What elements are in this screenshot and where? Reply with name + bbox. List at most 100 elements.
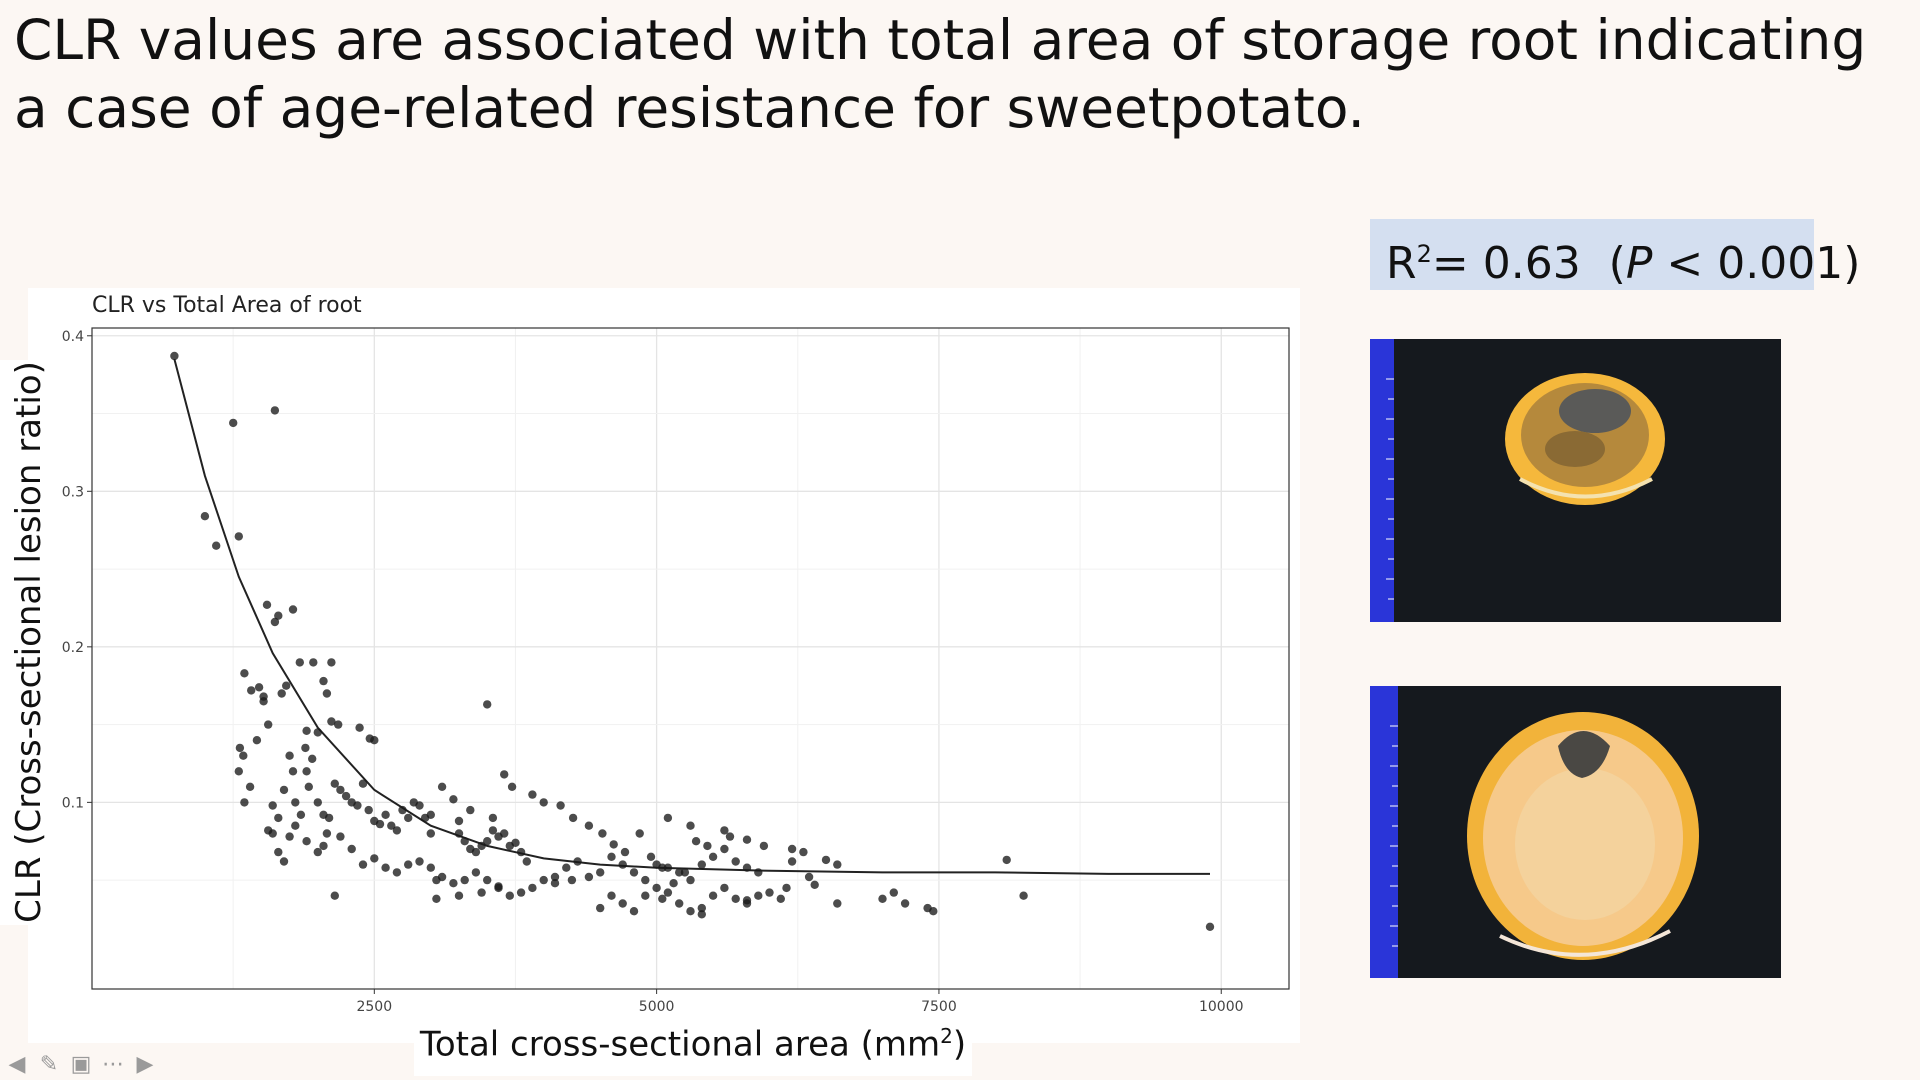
slides-icon[interactable]: ▣ [70,1051,92,1077]
data-point [449,795,458,804]
arrow-right-icon[interactable]: ▶ [136,1051,154,1077]
data-point [291,798,300,807]
data-point [641,875,650,885]
chart-title: CLR vs Total Area of root [92,293,362,318]
data-point [929,907,938,916]
data-point [663,888,673,897]
data-point [304,782,313,791]
x-tick-label: 7500 [921,999,957,1015]
data-point [291,821,300,830]
arrow-left-icon[interactable]: ◀ [8,1051,26,1077]
pen-icon[interactable]: ✎ [39,1051,59,1077]
data-point [370,854,379,863]
data-point [833,860,842,869]
data-point [301,743,310,753]
slide-title: CLR values are associated with total are… [14,8,1867,140]
data-point [319,676,328,686]
x-tick-label: 10000 [1199,999,1244,1015]
data-point [804,872,814,882]
data-point [322,689,332,698]
data-point [720,826,729,835]
data-point [170,351,179,361]
data-point [454,816,464,826]
data-point [285,832,294,841]
data-point [295,658,304,667]
data-point [708,852,718,861]
data-point [432,894,441,903]
r-exponent: 2 [1416,240,1432,268]
data-point [833,899,842,908]
data-point [686,821,695,830]
data-point [528,790,537,799]
data-point [274,813,283,823]
y-tick-label: 0.2 [62,640,84,656]
x-tick-label: 2500 [356,999,392,1015]
data-point [229,418,238,428]
data-point [598,829,607,838]
data-point [477,888,486,897]
data-point [703,841,712,851]
data-point [686,907,695,916]
data-point [247,686,256,695]
data-point [1002,855,1011,865]
p-value: < 0.001) [1652,238,1861,289]
data-point [254,683,264,692]
data-point [302,767,311,776]
plot-border [91,327,1290,990]
data-point [268,829,277,838]
data-point [878,894,887,903]
r-value: = 0.63 [1431,238,1581,289]
data-point [234,767,243,776]
data-point [279,785,289,795]
data-point [568,813,578,823]
data-point [507,782,517,791]
data-point [313,798,322,807]
data-point [787,844,797,854]
data-point [322,829,332,838]
r-label: R [1386,238,1417,289]
data-point [252,736,262,745]
data-point [313,847,322,857]
data-point [567,875,577,885]
data-point [686,875,695,885]
data-point [787,857,797,866]
x-axis-label-end: ) [952,1024,967,1065]
data-point [437,872,447,882]
data-point [550,872,560,882]
data-point [731,894,740,903]
data-point [264,720,273,729]
data-point [609,840,618,849]
ruler-icon [1370,686,1398,978]
data-point [697,910,706,919]
more-icon[interactable]: ⋯ [102,1051,124,1077]
x-axis-label-box: Total cross-sectional area (mm2) [414,1020,972,1076]
chart-panel: CLR vs Total Area of root 2500 5000 7500 10… [28,288,1300,1043]
data-point [268,801,277,810]
data-point [539,875,548,885]
data-point [618,860,627,869]
r-squared-box: R2= 0.63 (P < 0.001) [1370,219,1860,290]
photo-diseased-root-small [1370,339,1781,622]
data-point [296,810,306,819]
data-point [449,879,458,888]
data-point [460,837,469,846]
data-point [454,891,464,900]
data-point [358,779,368,788]
data-point [288,767,298,776]
data-point [466,805,475,815]
data-point [646,852,656,861]
data-point [302,726,311,735]
data-point [319,841,328,851]
data-point [641,891,650,900]
data-point [404,813,413,823]
data-point [245,782,255,791]
data-point [313,728,322,737]
data-point [494,883,503,893]
data-point [415,801,424,810]
data-point [488,826,498,835]
data-point [488,813,498,823]
data-point [347,844,356,854]
data-point [725,832,735,841]
data-point [516,847,526,857]
data-point [742,896,752,905]
